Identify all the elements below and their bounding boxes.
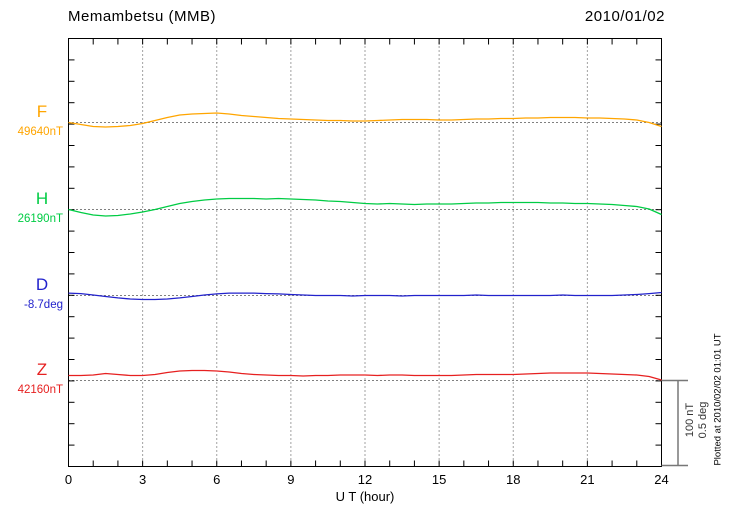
x-axis-title: U T (hour) (335, 489, 395, 504)
trace-D (68, 291, 662, 301)
scale-bar-label-nt: 100 nT (684, 402, 696, 438)
x-tick-label-15: 15 (431, 472, 447, 487)
channel-label-D: D (35, 274, 49, 294)
channel-value-D: -8.7deg (23, 298, 63, 311)
x-tick-label-9: 9 (287, 472, 295, 487)
channel-value-F: 49640nT (17, 125, 63, 138)
page-title: Memambetsu (MMB) (68, 8, 217, 25)
channel-label-H: H (35, 188, 49, 208)
channel-label-F: F (36, 101, 48, 121)
trace-Z (68, 369, 662, 381)
scale-bar-label-deg: 0.5 deg (697, 401, 709, 439)
trace-H (68, 197, 662, 217)
scale-bar-label: 100 nT 0.5 deg (684, 370, 710, 470)
plot-date: 2010/01/02 (584, 8, 665, 25)
plotted-at-note: Plotted at 2010/02/02 01:01 UT (712, 333, 724, 466)
x-tick-label-0: 0 (64, 472, 73, 487)
x-tick-label-24: 24 (654, 472, 669, 487)
channel-value-Z: 42160nT (17, 383, 63, 396)
trace-F (68, 112, 662, 128)
x-tick-label-3: 3 (139, 472, 147, 487)
x-tick-label-21: 21 (580, 472, 595, 487)
x-tick-label-6: 6 (213, 472, 221, 487)
x-tick-label-12: 12 (357, 472, 373, 487)
channel-value-H: 26190nT (17, 212, 63, 225)
channel-label-Z: Z (36, 359, 48, 379)
x-tick-label-18: 18 (506, 472, 521, 487)
